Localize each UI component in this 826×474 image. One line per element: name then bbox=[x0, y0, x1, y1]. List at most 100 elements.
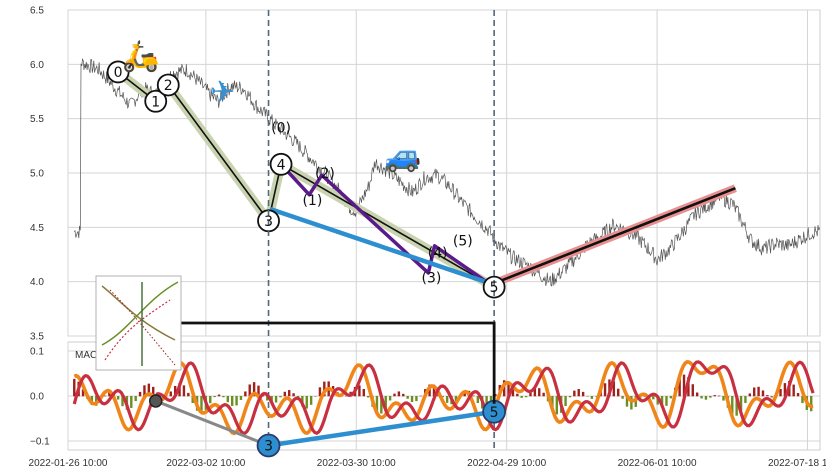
macd-histogram-bar bbox=[713, 395, 716, 397]
macd-histogram-bar bbox=[230, 396, 234, 406]
airplane-icon: ✈ bbox=[210, 75, 235, 110]
macd-histogram-bar bbox=[274, 396, 278, 403]
macd-histogram-bar bbox=[476, 396, 480, 404]
macd-histogram-bar bbox=[564, 396, 567, 406]
macd-histogram-bar bbox=[375, 396, 379, 414]
xtick-label: 2022-07-18 14:00 bbox=[768, 458, 826, 469]
macd-histogram-bar bbox=[402, 393, 405, 397]
wave-label: (1) bbox=[302, 193, 322, 209]
scooter-icon: 🛵 bbox=[122, 39, 159, 74]
macd-trend-blue bbox=[268, 409, 495, 448]
macd-histogram-bar bbox=[314, 396, 317, 397]
macd-histogram-bar bbox=[362, 389, 365, 397]
price-ytick-label: 4.5 bbox=[30, 223, 44, 234]
macd-fast-line bbox=[73, 360, 814, 436]
macd-histogram-bar bbox=[288, 390, 291, 397]
wave-point-marker bbox=[269, 152, 293, 176]
macd-histogram-bar bbox=[603, 383, 607, 397]
macd-histogram-bar bbox=[445, 396, 449, 403]
macd-histogram-bar bbox=[388, 396, 392, 401]
macd-histogram-bar bbox=[191, 396, 194, 403]
macd-histogram-bar bbox=[410, 396, 414, 402]
macd-histogram-bar bbox=[152, 386, 155, 397]
trend-line-down bbox=[269, 206, 493, 286]
macd-histogram-bar bbox=[226, 396, 229, 403]
wave-label: 2 bbox=[164, 78, 173, 94]
price-ytick-label: 6.5 bbox=[30, 6, 44, 17]
thumbnail-curve bbox=[109, 289, 176, 366]
macd-histogram-bar bbox=[595, 396, 598, 397]
macd-histogram-bar bbox=[134, 396, 137, 402]
macd-histogram-bar bbox=[103, 395, 107, 397]
macd-histogram-bar bbox=[581, 391, 585, 397]
macd-histogram-bar bbox=[415, 396, 418, 402]
macd-histogram-bar bbox=[757, 386, 760, 397]
macd-wave-marker bbox=[256, 433, 281, 458]
price-ytick-label: 4.0 bbox=[30, 277, 44, 288]
macd-histogram-bar bbox=[625, 396, 629, 407]
wave-label: 0 bbox=[114, 65, 123, 81]
macd-histogram-bar bbox=[770, 396, 773, 398]
macd-histogram-bar bbox=[691, 384, 694, 397]
macd-histogram-bar bbox=[472, 395, 475, 397]
price-ytick-label: 5.5 bbox=[30, 114, 44, 125]
wave-point-marker bbox=[144, 89, 168, 113]
xtick-label: 2022-03-02 10:00 bbox=[166, 458, 245, 469]
macd-histogram-bar bbox=[81, 389, 85, 397]
macd-histogram-bar bbox=[108, 392, 111, 397]
wave-label: 3 bbox=[264, 214, 273, 230]
macd-histogram-bar bbox=[586, 396, 589, 397]
macd-histogram-bar bbox=[779, 388, 782, 397]
macd-histogram-bar bbox=[239, 396, 243, 400]
macd-histogram-bar bbox=[682, 374, 686, 397]
macd-histogram-bar bbox=[73, 378, 76, 397]
overlay-layer: 🛵 ✈ 🚙 bbox=[95, 39, 496, 404]
macd-histogram-bar bbox=[766, 395, 769, 397]
macd-histogram-bar bbox=[511, 387, 515, 397]
macd-histogram-bar bbox=[524, 396, 528, 398]
macd-histogram-bar bbox=[358, 385, 361, 397]
macd-histogram-bar bbox=[538, 388, 541, 397]
wave-label: (4) bbox=[428, 245, 448, 261]
macd-histogram-bar bbox=[169, 391, 172, 397]
macd-histogram-bar bbox=[244, 391, 247, 397]
macd-histogram-bar bbox=[669, 396, 673, 399]
connector-bracket bbox=[181, 321, 496, 404]
macd-histogram-bar bbox=[748, 393, 752, 397]
macd-series bbox=[72, 360, 815, 448]
macd-histogram-bar bbox=[384, 396, 387, 409]
macd-trend-grey bbox=[155, 399, 270, 447]
macd-histogram-bar bbox=[397, 391, 401, 397]
macd-histogram-bar bbox=[130, 396, 133, 408]
macd-histogram-bar bbox=[709, 396, 712, 398]
macd-histogram-bar bbox=[143, 385, 146, 397]
wave-label: (5) bbox=[453, 233, 473, 249]
macd-histogram-bar bbox=[454, 396, 458, 401]
price-series bbox=[74, 58, 820, 299]
macd-histogram-bar bbox=[393, 393, 396, 397]
wave-label: (2) bbox=[315, 166, 335, 182]
macd-point-marker bbox=[148, 394, 163, 408]
macd-histogram-bar bbox=[643, 396, 646, 397]
macd-histogram-bar bbox=[533, 388, 537, 397]
macd-histogram-bar bbox=[731, 396, 734, 414]
macd-histogram-bar bbox=[722, 396, 725, 401]
macd-histogram-bar bbox=[235, 396, 238, 406]
macd-histogram-bar bbox=[222, 396, 225, 398]
macd-histogram-bar bbox=[366, 396, 370, 398]
macd-histogram-bar bbox=[182, 385, 186, 397]
macd-histogram-bar bbox=[138, 391, 142, 397]
macd-histogram-bar bbox=[217, 394, 221, 397]
xtick-label: 2022-04-29 10:00 bbox=[467, 458, 546, 469]
macd-wave-label: 3 bbox=[264, 439, 273, 455]
macd-histogram-bar bbox=[801, 396, 804, 404]
macd-histogram-bar bbox=[419, 395, 423, 397]
macd-histogram-bar bbox=[520, 396, 523, 398]
wave-label: 1 bbox=[151, 94, 160, 110]
chart-thumbnail-icon bbox=[95, 275, 182, 371]
macd-histogram-bar bbox=[555, 396, 558, 415]
macd-histogram-bar bbox=[309, 396, 313, 405]
macd-histogram-bar bbox=[529, 392, 532, 397]
macd-histogram-bar bbox=[380, 396, 383, 414]
